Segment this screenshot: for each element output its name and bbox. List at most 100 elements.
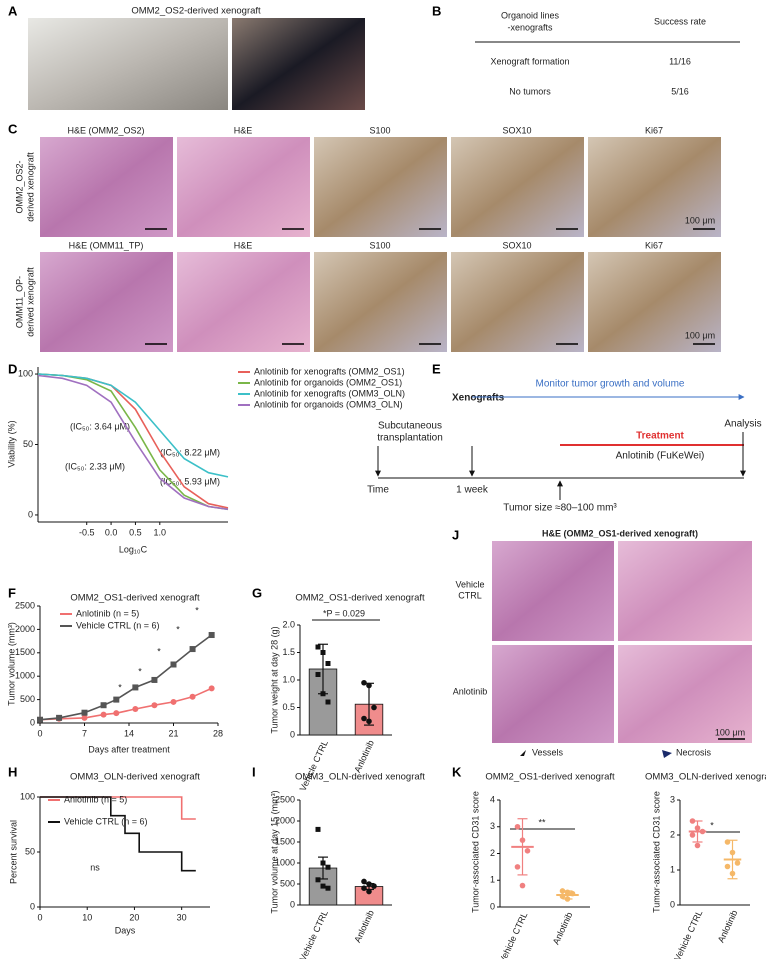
scale-bar-label: 100 μm	[685, 330, 715, 340]
point	[132, 705, 139, 712]
y-tick-label: 500	[20, 694, 35, 704]
data-point	[361, 679, 367, 686]
panel-label: E	[432, 361, 441, 376]
point	[208, 632, 215, 639]
histology-image	[451, 252, 584, 352]
diagram-text: Time	[367, 485, 389, 496]
x-tick-label: 28	[213, 728, 223, 738]
annotation: **	[538, 817, 546, 827]
data-point	[519, 837, 526, 843]
data-point	[320, 883, 326, 889]
data-point	[315, 644, 321, 650]
series-line	[37, 373, 229, 511]
table-cell: 5/16	[671, 86, 689, 96]
histology-image	[40, 137, 173, 237]
y-tick-label: 1	[490, 875, 495, 885]
data-point	[361, 885, 367, 891]
y-axis-label: Tumor-associated CD31 score	[651, 791, 661, 913]
stain-label: Ki67	[645, 125, 663, 135]
y-tick-label: 4	[490, 794, 495, 804]
stain-label: S100	[369, 240, 390, 250]
y-tick-label: 0	[490, 901, 495, 911]
stain-label: H&E	[234, 240, 253, 250]
table-header: Success rate	[654, 16, 706, 26]
legend-label: Necrosis	[676, 747, 712, 757]
annotation: *P = 0.029	[323, 608, 365, 618]
series-line	[39, 687, 212, 721]
y-tick-label: 2000	[275, 815, 295, 825]
data-point	[729, 870, 736, 877]
annotation: *	[195, 605, 199, 615]
data-point	[564, 889, 571, 896]
data-point	[325, 699, 331, 705]
stain-label: SOX10	[502, 240, 531, 250]
table-header: Organoid lines	[501, 10, 560, 20]
histology-image	[492, 541, 614, 641]
data-point	[315, 672, 321, 677]
legend-label: Anlotinib for xenografts (OMM3_OLN)	[254, 388, 405, 398]
x-tick-label: 0.5	[129, 527, 142, 537]
data-point	[564, 896, 571, 902]
row-label: derived xenograft	[25, 152, 35, 222]
data-point	[361, 878, 367, 885]
panel-label: F	[8, 585, 16, 600]
table-cell: No tumors	[509, 86, 551, 96]
legend-label: Vehicle CTRL (n = 6)	[76, 620, 159, 630]
y-tick-label: 1	[670, 864, 675, 874]
histology-image	[588, 137, 721, 237]
panel-c: OMM2_OS2- derived xenograft H&E (OMM2_OS2)…	[14, 125, 721, 352]
point	[151, 702, 158, 709]
panel-label: K	[452, 764, 462, 779]
row-label: OMM11_OP-	[14, 276, 24, 328]
histology-image	[451, 137, 584, 237]
data-point	[366, 888, 372, 895]
data-point	[559, 888, 566, 894]
panel-title: H&E (OMM2_OS1-derived xenograft)	[542, 528, 698, 538]
chart-title: OMM2_OS1-derived xenograft	[70, 593, 200, 604]
y-tick-label: 0	[30, 717, 35, 727]
histology-image	[492, 645, 614, 743]
data-point	[371, 883, 377, 889]
row-label: derived xenograft	[25, 267, 35, 337]
diagram-text: Analysis	[724, 419, 761, 430]
data-point	[729, 849, 736, 856]
point	[170, 698, 177, 705]
x-tick-label: Anlotinib	[352, 739, 376, 775]
data-point	[569, 890, 576, 897]
y-axis-label: Percent survival	[8, 820, 18, 884]
data-point	[524, 848, 531, 854]
x-tick-label: 14	[124, 728, 134, 738]
x-axis-label: Days after treatment	[88, 744, 170, 754]
panel-j: H&E (OMM2_OS1-derived xenograft) Vehicle…	[453, 528, 752, 758]
y-axis-label: Viability (%)	[6, 420, 16, 467]
legend-label: Anlotinib (n = 5)	[64, 794, 127, 804]
x-tick-label: -0.5	[79, 527, 95, 537]
point	[100, 702, 107, 709]
data-point	[514, 864, 521, 870]
histology-image	[618, 541, 752, 641]
annotation: (IC₅₀: 3.64 μM)	[70, 421, 130, 431]
legend-label: Vessels	[532, 747, 564, 757]
data-point	[694, 825, 701, 831]
series-line	[37, 373, 229, 509]
point	[170, 661, 177, 668]
row-label: CTRL	[458, 590, 482, 600]
annotation: (IC₅₀: 5.93 μM)	[160, 476, 220, 486]
x-tick-label: Anlotinib	[551, 911, 575, 947]
y-axis-label: Tumor volume at day 15 (mm³)	[269, 790, 279, 913]
y-tick-label: 1.5	[282, 647, 295, 657]
x-tick-label: 21	[168, 728, 178, 738]
annotation: *	[157, 646, 161, 656]
panel-label: H	[8, 764, 17, 779]
panel-label: I	[252, 764, 256, 779]
y-tick-label: 2.0	[282, 619, 295, 629]
y-tick-label: 2000	[15, 624, 35, 634]
row-label: Vehicle	[455, 579, 484, 589]
y-tick-label: 500	[280, 878, 295, 888]
panel-labels: A B C D E F G H I J K	[8, 3, 462, 779]
legend-icon	[520, 750, 526, 756]
y-tick-label: 0.5	[282, 702, 295, 712]
point	[208, 685, 215, 692]
panel-a: OMM2_OS2-derived xenograft	[28, 6, 365, 110]
